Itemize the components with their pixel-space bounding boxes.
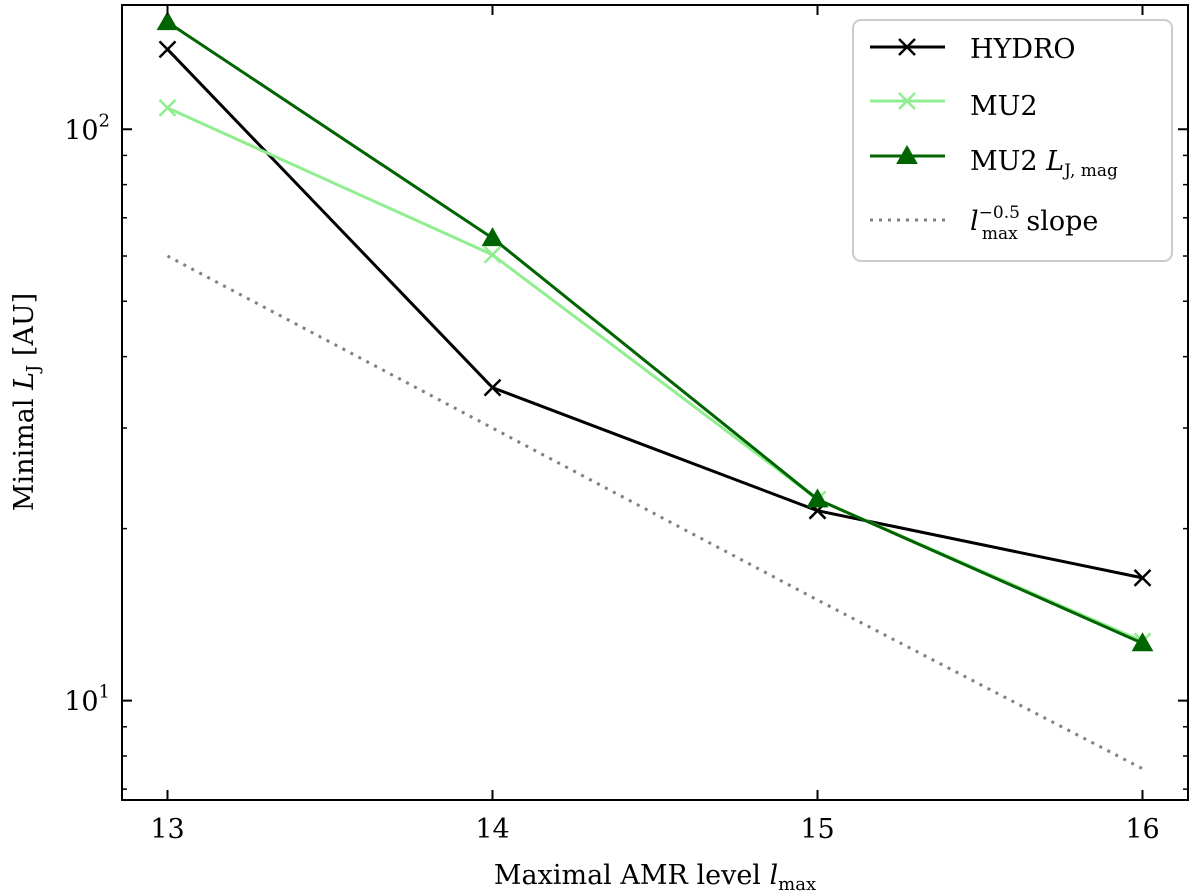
legend-label-hydro-text: HYDRO bbox=[970, 34, 1075, 65]
point-hydro-16 bbox=[1133, 568, 1152, 587]
series-line-slope bbox=[166, 254, 1144, 771]
y-axis-label: Minimal LJ [AU] bbox=[9, 293, 44, 511]
x-tick-label-15: 15 bbox=[800, 814, 834, 845]
series-line-mu2-ljmag bbox=[166, 20, 1144, 645]
legend-label-mu2: MU2 bbox=[970, 91, 1038, 122]
series-mu2-ljmag bbox=[156, 11, 1154, 652]
series-line-hydro bbox=[166, 48, 1143, 580]
ticks-layer: 13 14 15 16 101 102 bbox=[64, 5, 1188, 845]
y-axis-label-symbol: L bbox=[9, 372, 40, 391]
point-mu2-ljmag-15 bbox=[806, 488, 829, 508]
legend-label-mu2-ljmag: MU2 LJ, mag bbox=[970, 146, 1118, 181]
x-tick-label-13: 13 bbox=[150, 814, 184, 845]
point-mu2-ljmag-16 bbox=[1131, 632, 1154, 652]
y-tick-label-10: 101 bbox=[64, 682, 110, 718]
legend-marker-hydro bbox=[898, 38, 916, 56]
point-mu2-ljmag-14 bbox=[481, 227, 504, 247]
x-axis-label-text: Maximal AMR level bbox=[494, 860, 761, 891]
y-axis-label-subscript: J bbox=[23, 365, 44, 374]
x-tick-label-14: 14 bbox=[475, 814, 509, 845]
legend-label-slope-text: slope bbox=[1026, 206, 1098, 237]
point-hydro-13 bbox=[158, 40, 177, 59]
legend-handle-mu2 bbox=[870, 92, 945, 110]
legend-marker-mu2-ljmag bbox=[896, 144, 918, 164]
x-axis-label-subscript: max bbox=[778, 874, 816, 894]
x-axis-label: Maximal AMR level lmax bbox=[494, 860, 816, 894]
legend-label-mu2-ljmag-symbol: L bbox=[1045, 146, 1064, 177]
y-axis-label-text: Minimal bbox=[9, 399, 40, 512]
point-mu2-14 bbox=[483, 245, 502, 264]
legend-label-mu2-ljmag-subscript: J, mag bbox=[1062, 161, 1118, 181]
x-tick-label-16: 16 bbox=[1125, 814, 1159, 845]
legend-label-mu2-ljmag-text: MU2 bbox=[970, 146, 1038, 177]
point-mu2-13 bbox=[158, 98, 177, 117]
legend-marker-mu2 bbox=[898, 92, 916, 110]
series-layer bbox=[156, 11, 1154, 771]
x-axis-label-symbol: l bbox=[770, 860, 779, 891]
legend-label-slope: l−0.5 max slope bbox=[970, 203, 1098, 244]
legend-label-hydro: HYDRO bbox=[970, 34, 1075, 65]
legend-label-slope-subscript: max bbox=[982, 224, 1018, 244]
y-axis-label-unit: [AU] bbox=[9, 293, 40, 356]
point-mu2-ljmag-13 bbox=[156, 11, 179, 31]
legend-label-mu2-text: MU2 bbox=[970, 91, 1038, 122]
legend-label-slope-symbol: l bbox=[970, 206, 979, 237]
point-hydro-14 bbox=[483, 378, 502, 397]
y-tick-label-100: 102 bbox=[64, 110, 110, 146]
legend-handle-mu2-ljmag bbox=[870, 144, 945, 164]
series-slope bbox=[166, 254, 1144, 771]
legend-handle-hydro bbox=[870, 38, 945, 56]
legend-handles bbox=[870, 38, 945, 222]
legend-box bbox=[852, 19, 1173, 262]
legend: HYDRO MU2 MU2 LJ, mag l−0.5 max slope bbox=[852, 19, 1173, 262]
legend-label-slope-superscript: −0.5 bbox=[979, 203, 1020, 223]
